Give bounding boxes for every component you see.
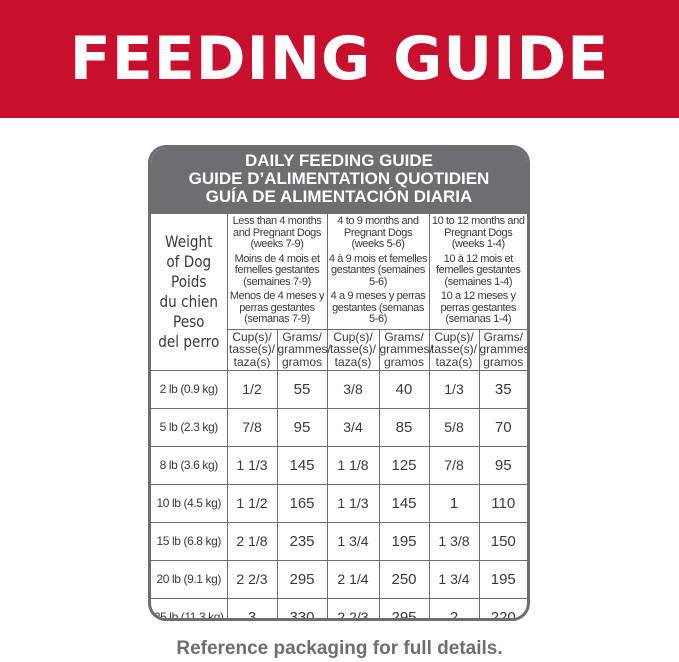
grams-cell: 145	[276, 445, 328, 485]
grams-cell: 70	[478, 407, 527, 447]
table-row: 2 lb (0.9 kg) 1/2 55 3/8 40 1/3 35	[151, 369, 527, 409]
age-fr: Moins de 4 mois et femelles gestantes (s…	[234, 252, 320, 288]
weight-cell: 2 lb (0.9 kg)	[151, 369, 228, 409]
unit-cups: Cup(s)/ tasse(s)/ taza(s)	[326, 328, 380, 371]
grams-cell: 35	[478, 369, 527, 409]
cups-cell: 1 3/8	[428, 521, 480, 561]
grams-cell: 250	[378, 559, 430, 599]
page-title: FEEDING GUIDE	[69, 24, 610, 94]
age-en: 4 to 9 months and Pregnant Dogs (weeks 5…	[337, 215, 419, 250]
grams-cell: 330	[276, 597, 328, 618]
table-row: 20 lb (9.1 kg) 2 2/3 295 2 1/4 250 1 3/4 195	[151, 559, 527, 599]
weight-label: of Dog	[166, 251, 212, 271]
grams-cell: 150	[478, 521, 527, 561]
age-en: Less than 4 months and Pregnant Dogs (we…	[232, 215, 322, 250]
age-group-header: 4 to 9 months and Pregnant Dogs (weeks 5…	[326, 213, 430, 330]
cups-cell: 5/8	[428, 407, 480, 447]
title-en: DAILY FEEDING GUIDE	[245, 151, 433, 170]
table-row: 25 lb (11.3 kg) 3 330 2 2/3 295 2 220	[151, 597, 527, 618]
cups-cell: 2 2/3	[326, 597, 380, 618]
table-row: 15 lb (6.8 kg) 2 1/8 235 1 3/4 195 1 3/8 150	[151, 521, 527, 561]
cups-cell: 2 2/3	[226, 559, 278, 599]
age-en: 10 to 12 months and Pregnant Dogs (weeks…	[431, 215, 525, 250]
cups-cell: 2 1/4	[326, 559, 380, 599]
cups-cell: 1 1/3	[326, 483, 380, 523]
grams-cell: 235	[276, 521, 328, 561]
cups-cell: 7/8	[428, 445, 480, 485]
cups-cell: 1 3/4	[428, 559, 480, 599]
weight-label: Poids	[170, 271, 207, 291]
grams-cell: 220	[478, 597, 527, 618]
age-group-header: 10 to 12 months and Pregnant Dogs (weeks…	[428, 213, 527, 330]
grams-cell: 55	[276, 369, 328, 409]
cups-cell: 1	[428, 483, 480, 523]
age-es: 10 a 12 meses y perras gestantes (semana…	[440, 290, 517, 325]
grams-cell: 125	[378, 445, 430, 485]
title-es: GUÍA DE ALIMENTACIÓN DIARIA	[205, 187, 473, 206]
weight-cell: 25 lb (11.3 kg)	[151, 597, 228, 618]
cups-cell: 1/2	[226, 369, 278, 409]
feeding-table-card: DAILY FEEDING GUIDE GUIDE D’ALIMENTATION…	[148, 145, 530, 621]
cups-cell: 2 1/8	[226, 521, 278, 561]
table-row: 5 lb (2.3 kg) 7/8 95 3/4 85 5/8 70	[151, 407, 527, 447]
grams-cell: 295	[276, 559, 328, 599]
age-fr: 10 à 12 mois et femelles gestantes (sema…	[435, 252, 521, 288]
cups-cell: 2	[428, 597, 480, 618]
weight-cell: 8 lb (3.6 kg)	[151, 445, 228, 485]
cups-cell: 1 1/2	[226, 483, 278, 523]
weight-label: del perro	[158, 331, 220, 351]
cups-cell: 3/8	[326, 369, 380, 409]
weight-label: Peso	[172, 311, 205, 331]
title-fr: GUIDE D’ALIMENTATION QUOTIDIEN	[188, 169, 490, 188]
age-es: Menos de 4 meses y perras gestantes (sem…	[229, 290, 325, 325]
weight-label: Weight	[165, 231, 213, 251]
grams-cell: 145	[378, 483, 430, 523]
unit-grams: Grams/ grammes/ gramos	[378, 328, 433, 371]
table-row: 10 lb (4.5 kg) 1 1/2 165 1 1/3 145 1 110	[151, 483, 527, 523]
cups-cell: 1/3	[428, 369, 480, 409]
grams-cell: 85	[378, 407, 430, 447]
grams-cell: 95	[478, 445, 527, 485]
weight-header: Weight of Dog Poids du chien Peso del pe…	[151, 213, 228, 371]
weight-cell: 10 lb (4.5 kg)	[151, 483, 228, 523]
cups-cell: 1 1/8	[326, 445, 380, 485]
cups-cell: 3	[226, 597, 278, 618]
grams-cell: 40	[378, 369, 430, 409]
unit-grams: Grams/ grammes/ gramos	[478, 328, 530, 371]
table-row: 8 lb (3.6 kg) 1 1/3 145 1 1/8 125 7/8 95	[151, 445, 527, 485]
age-es: 4 a 9 meses y perras gestantes (semanas …	[330, 290, 426, 325]
grams-cell: 295	[378, 597, 430, 618]
weight-cell: 5 lb (2.3 kg)	[151, 407, 228, 447]
table-title: DAILY FEEDING GUIDE GUIDE D’ALIMENTATION…	[151, 148, 527, 213]
unit-cups: Cup(s)/ tasse(s)/ taza(s)	[227, 328, 278, 371]
age-group-header: Less than 4 months and Pregnant Dogs (we…	[226, 213, 328, 330]
weight-cell: 20 lb (9.1 kg)	[151, 559, 228, 599]
footer-note: Reference packaging for full details.	[176, 638, 503, 659]
grams-cell: 165	[276, 483, 328, 523]
header-banner: FEEDING GUIDE	[0, 0, 679, 118]
grams-cell: 110	[478, 483, 527, 523]
grams-cell: 195	[378, 521, 430, 561]
age-fr: 4 à 9 mois et femelles gestantes (semain…	[328, 252, 428, 288]
cups-cell: 3/4	[326, 407, 380, 447]
feeding-table: Weight of Dog Poids du chien Peso del pe…	[151, 213, 530, 618]
weight-cell: 15 lb (6.8 kg)	[151, 521, 228, 561]
cups-cell: 1 3/4	[326, 521, 380, 561]
weight-label: du chien	[159, 291, 218, 311]
unit-cups: Cup(s)/ tasse(s)/ taza(s)	[428, 328, 480, 371]
unit-grams: Grams/ grammes/ gramos	[276, 328, 331, 371]
cups-cell: 7/8	[226, 407, 278, 447]
cups-cell: 1 1/3	[226, 445, 278, 485]
grams-cell: 195	[478, 559, 527, 599]
grams-cell: 95	[276, 407, 328, 447]
